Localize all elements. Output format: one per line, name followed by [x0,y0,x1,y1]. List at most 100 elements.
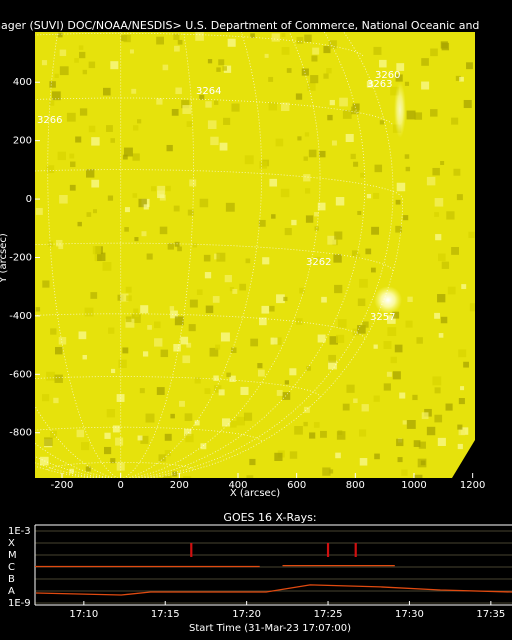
noise-pixel [295,93,303,100]
y-tick-label: 400 [13,77,32,88]
noise-pixel [188,324,196,332]
noise-pixel [311,55,318,62]
grid-parallel [35,97,394,126]
noise-pixel [164,433,172,441]
noise-pixel [392,371,401,380]
noise-pixel [229,375,236,383]
x-tick-label: 200 [170,480,189,491]
noise-pixel [421,412,429,420]
noise-pixel [177,39,183,45]
noise-pixel [346,384,355,393]
noise-pixel [289,451,298,459]
noise-pixel [314,226,319,231]
x-tick-label: 17:30 [395,609,424,620]
noise-pixel [407,296,413,303]
noise-pixel [323,45,331,54]
noise-pixel [373,395,380,402]
noise-pixel [81,442,90,451]
noise-pixel [303,421,308,427]
noise-pixel [351,250,358,257]
noise-pixel [283,296,288,302]
noise-pixel [405,320,413,328]
noise-pixel [414,474,423,478]
noise-pixel [468,231,475,239]
noise-pixel [445,403,453,411]
noise-pixel [395,74,403,82]
noise-pixel [226,372,231,378]
noise-pixel [110,368,116,374]
y-tick-label: M [8,550,17,561]
noise-pixel [321,296,327,303]
noise-pixel [461,284,467,290]
noise-pixel [42,394,50,402]
noise-pixel [132,153,140,161]
noise-pixel [159,226,168,235]
noise-pixel [146,253,153,260]
noise-pixel [35,207,43,215]
noise-pixel [257,369,265,377]
noise-pixel [125,316,132,323]
region-label: 3266 [37,115,62,126]
noise-pixel [189,179,197,187]
noise-pixel [170,413,175,419]
noise-pixel [383,341,392,350]
noise-pixel [294,426,303,435]
noise-pixel [446,211,455,220]
noise-pixel [182,105,192,114]
noise-pixel [224,274,232,283]
noise-pixel [353,398,358,404]
noise-pixel [229,287,235,292]
noise-pixel [165,185,171,192]
noise-pixel [271,214,276,219]
noise-pixel [374,453,380,460]
noise-pixel [110,61,119,70]
noise-pixel [326,67,332,74]
noise-pixel [183,476,192,478]
x-tick-label: 600 [287,480,306,491]
noise-pixel [335,452,341,459]
noise-pixel [357,477,362,478]
noise-pixel [207,120,217,130]
noise-pixel [156,98,163,105]
noise-pixel [142,351,149,357]
noise-pixel [396,63,405,71]
noise-pixel [112,425,120,433]
noise-pixel [158,454,166,462]
noise-pixel [143,204,149,210]
noise-pixel [304,34,312,43]
noise-pixel [239,283,247,291]
noise-pixel [182,355,191,364]
off-limb-dark [452,440,475,478]
noise-pixel [441,42,450,51]
noise-pixel [250,338,259,347]
noise-pixel [49,81,56,88]
noise-pixel [250,33,255,38]
noise-pixel [145,413,155,423]
noise-pixel [106,125,113,132]
noise-pixel [157,185,166,194]
noise-pixel [430,48,438,57]
noise-pixel [438,253,446,262]
noise-pixel [426,176,436,186]
noise-pixel [469,303,475,312]
noise-pixel [230,347,237,353]
x-tick-label: 17:25 [314,609,343,620]
noise-pixel [200,443,207,450]
y-axis-label: Y (arcsec) [0,233,9,284]
noise-pixel [210,136,219,146]
noise-pixel [280,188,290,198]
noise-pixel [49,100,55,106]
noise-pixel [392,311,400,319]
noise-pixel [274,452,283,461]
noise-pixel [173,344,181,352]
noise-pixel [245,258,251,264]
noise-pixel [75,136,82,143]
noise-pixel [50,328,57,335]
noise-pixel [284,227,292,236]
noise-pixel [451,247,459,255]
noise-pixel [78,45,84,50]
noise-pixel [328,354,337,363]
region-label: 3257 [370,312,395,323]
noise-pixel [85,466,91,472]
